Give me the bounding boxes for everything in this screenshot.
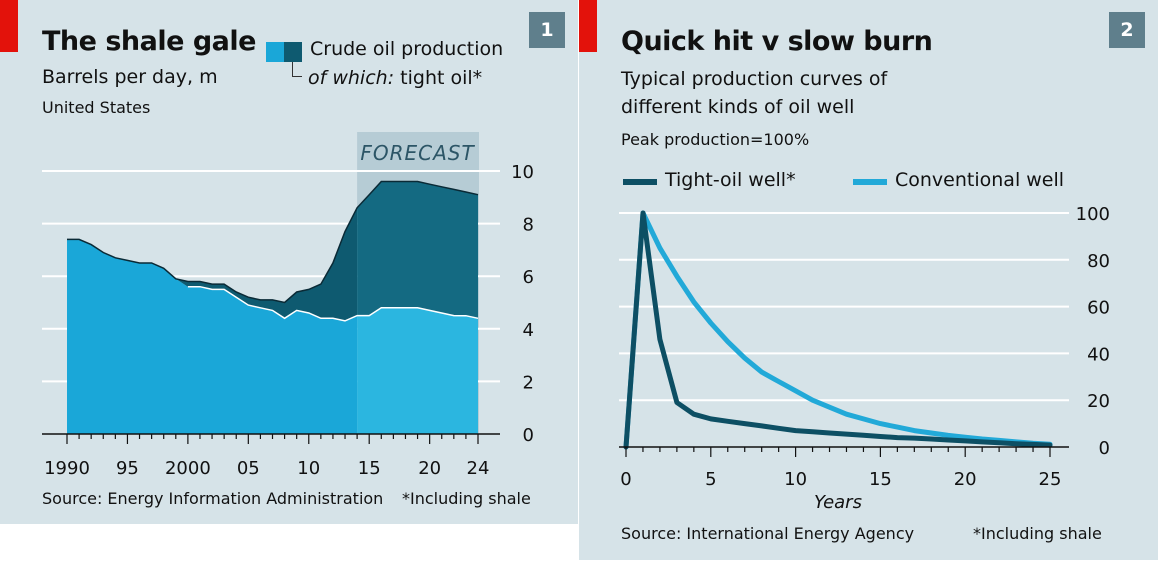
x-tick-label: 5 <box>705 469 716 490</box>
chart-note: Peak production=100% <box>621 130 810 149</box>
legend-swatch-crude <box>266 42 284 62</box>
chart-number-badge: 2 <box>1109 12 1145 48</box>
x-tick-label: 2000 <box>165 458 211 479</box>
chart-footnote: *Including shale <box>402 489 531 508</box>
y-tick-label: 20 <box>1087 391 1110 412</box>
area-conventional-historical <box>67 239 358 434</box>
x-tick-label: 10 <box>297 458 320 479</box>
y-tick-label: 80 <box>1087 251 1110 272</box>
chart-subtitle: Barrels per day, m <box>42 66 218 88</box>
line-tight-boundary <box>187 285 479 322</box>
chart-source: Source: International Energy Agency <box>621 524 915 543</box>
y-tick-label: 0 <box>1099 438 1110 459</box>
line-tight-oil-well <box>623 210 1053 450</box>
y-tick-label: 0 <box>523 425 534 446</box>
area-conventional-forecast <box>357 307 478 434</box>
legend-connector <box>292 62 293 77</box>
x-tick-label: 25 <box>1039 469 1062 490</box>
chart-source: Source: Energy Information Administratio… <box>42 489 384 508</box>
legend-label-tight: of which: tight oil* <box>308 67 482 89</box>
legend-connector <box>292 76 302 77</box>
x-tick-label: 20 <box>418 458 441 479</box>
line-crude-total <box>67 180 479 304</box>
legend-swatch-tight <box>284 42 302 62</box>
chart-number-badge: 1 <box>529 12 565 48</box>
chart-subtitle-line1: Typical production curves of <box>621 68 888 90</box>
legend-tight-text: tight oil* <box>400 67 483 89</box>
x-tick-label: 20 <box>954 469 977 490</box>
x-tick-label: 95 <box>116 458 139 479</box>
red-tag <box>0 0 18 52</box>
y-tick-label: 6 <box>523 267 534 288</box>
x-tick-label: 0 <box>620 469 631 490</box>
x-tick-label: 05 <box>237 458 260 479</box>
y-tick-label: 60 <box>1087 298 1110 319</box>
x-tick-label: 10 <box>784 469 807 490</box>
chart-quick-hit-plot: 0 5 10 15 20 25 0 20 40 60 80 100 Years <box>619 204 1110 513</box>
chart-title: Quick hit v slow burn <box>621 26 933 57</box>
area-tight-oil-historical <box>67 207 358 321</box>
chart-title: The shale gale <box>42 26 256 57</box>
x-axis-label: Years <box>814 492 862 513</box>
x-tick-label: 24 <box>467 458 490 479</box>
legend-line-conventional <box>853 179 887 185</box>
y-tick-label: 100 <box>1076 204 1110 225</box>
x-tick-label: 15 <box>358 458 381 479</box>
y-tick-label: 8 <box>523 215 534 236</box>
forecast-label: FORECAST <box>360 141 475 165</box>
legend-line-tight <box>623 179 657 185</box>
y-tick-label: 40 <box>1087 344 1110 365</box>
chart-panel-quick-hit: 2 Quick hit v slow burn Typical producti… <box>579 0 1158 560</box>
red-tag <box>579 0 597 52</box>
chart-footnote: *Including shale <box>973 524 1102 543</box>
area-tight-oil-forecast <box>357 181 478 319</box>
line-conventional-well <box>623 210 1053 450</box>
x-tick-label: 15 <box>869 469 892 490</box>
y-tick-label: 4 <box>523 320 534 341</box>
legend-label-conventional: Conventional well <box>895 169 1065 191</box>
x-tick-label: 1990 <box>44 458 90 479</box>
chart-region: United States <box>42 98 151 117</box>
legend-prefix: of which: <box>308 67 395 89</box>
chart-subtitle-line2: different kinds of oil well <box>621 96 855 118</box>
y-tick-label: 10 <box>511 162 534 183</box>
y-tick-label: 2 <box>523 372 534 393</box>
legend-label-tight: Tight-oil well* <box>665 169 796 191</box>
legend-label-crude: Crude oil production <box>310 38 504 60</box>
chart-panel-shale-gale: 1 The shale gale Barrels per day, m Unit… <box>0 0 578 524</box>
